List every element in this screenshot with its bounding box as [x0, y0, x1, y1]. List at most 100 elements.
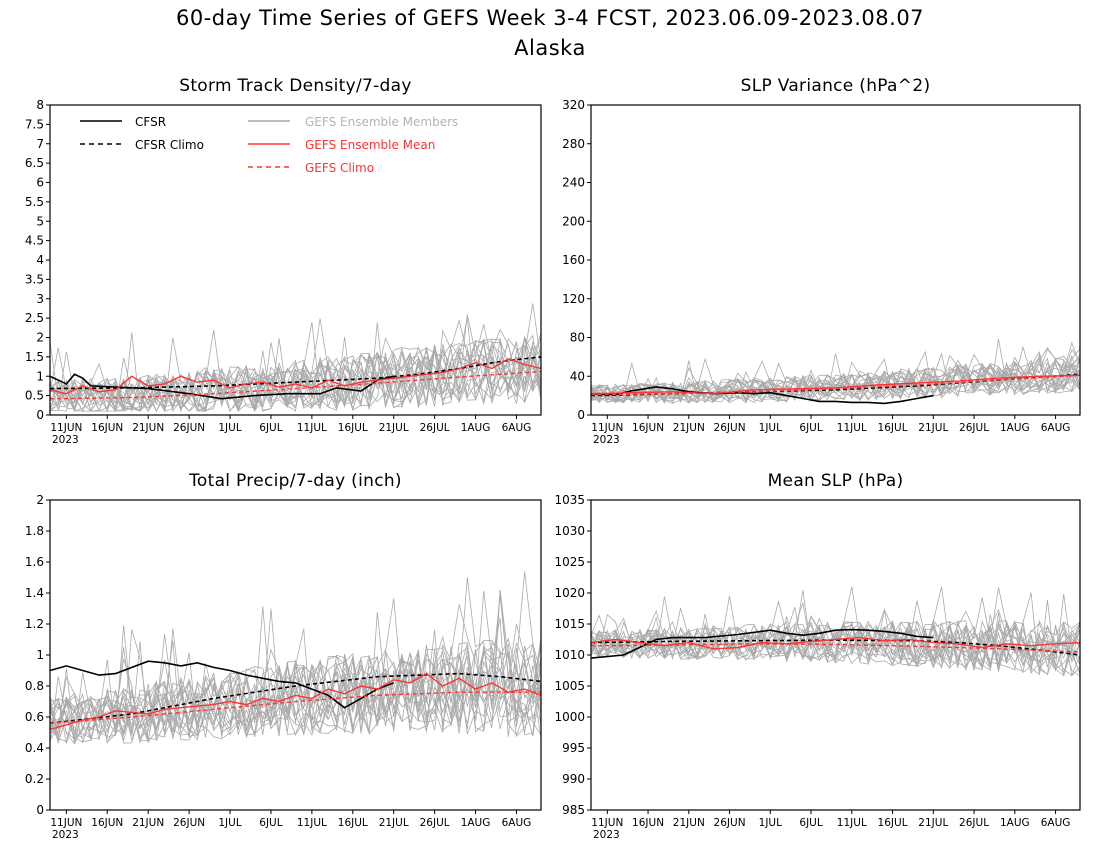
x-tick-label: 21JUL — [379, 422, 409, 434]
y-tick-label: 120 — [562, 292, 585, 306]
x-tick-label: 6AUG — [502, 422, 532, 434]
x-tick-label: 21JUL — [918, 817, 948, 829]
panel-title: Storm Track Density/7-day — [179, 76, 411, 96]
x-tick-label: 16JUN — [91, 817, 123, 829]
y-tick-label: 1005 — [554, 679, 585, 693]
y-tick-label: 6.5 — [25, 156, 44, 170]
x-year-label: 2023 — [52, 434, 79, 446]
x-tick-label: 1JUL — [218, 422, 241, 434]
x-tick-label: 1AUG — [461, 422, 491, 434]
member-line — [49, 641, 542, 742]
x-tick-label: 26JUL — [959, 422, 989, 434]
x-year-label: 2023 — [52, 829, 79, 841]
x-tick-label: 1AUG — [1000, 817, 1030, 829]
member-line — [49, 641, 542, 745]
y-tick-label: 2.5 — [25, 311, 44, 325]
y-tick-label: 200 — [562, 214, 585, 228]
y-tick-label: 7 — [36, 137, 44, 151]
panel-title: Mean SLP (hPa) — [768, 471, 904, 491]
y-tick-label: 6 — [36, 176, 44, 190]
y-tick-label: 1 — [36, 369, 44, 383]
y-tick-label: 0 — [577, 408, 585, 422]
series-line — [590, 636, 1081, 650]
x-tick-label: 21JUL — [918, 422, 948, 434]
y-tick-label: 80 — [570, 331, 585, 345]
x-tick-label: 11JUN — [50, 817, 82, 829]
y-tick-label: 1000 — [554, 710, 585, 724]
y-tick-label: 5 — [36, 214, 44, 228]
y-tick-label: 240 — [562, 176, 585, 190]
y-tick-label: 4.5 — [25, 234, 44, 248]
member-line — [590, 596, 1081, 674]
x-tick-label: 26JUL — [959, 817, 989, 829]
x-tick-label: 1AUG — [461, 817, 491, 829]
x-tick-label: 21JUN — [673, 817, 705, 829]
x-tick-label: 16JUL — [878, 422, 908, 434]
member-line — [590, 359, 1081, 403]
member-line — [49, 643, 542, 743]
x-tick-label: 6JUL — [799, 817, 822, 829]
plot-frame — [49, 499, 542, 811]
x-year-label: 2023 — [593, 829, 620, 841]
x-year-label: 2023 — [593, 434, 620, 446]
figure-title: 60-day Time Series of GEFS Week 3-4 FCST… — [175, 6, 925, 30]
y-tick-label: 0.8 — [25, 679, 44, 693]
member-line — [590, 357, 1081, 404]
member-line — [590, 619, 1081, 669]
y-tick-label: 0.4 — [25, 741, 44, 755]
member-line — [49, 336, 542, 413]
member-line — [49, 589, 542, 741]
legend-label: CFSR — [135, 115, 166, 129]
member-line — [590, 356, 1081, 404]
member-line — [49, 611, 542, 741]
x-tick-label: 1AUG — [1000, 422, 1030, 434]
x-tick-label: 1JUL — [759, 817, 782, 829]
y-tick-label: 0 — [36, 803, 44, 817]
y-tick-label: 2 — [36, 331, 44, 345]
y-tick-label: 160 — [562, 253, 585, 267]
member-line — [590, 610, 1081, 674]
y-tick-label: 40 — [570, 369, 585, 383]
x-tick-label: 16JUL — [338, 422, 368, 434]
member-line — [590, 607, 1081, 669]
member-line — [590, 353, 1081, 404]
x-tick-label: 21JUN — [132, 817, 164, 829]
member-line — [590, 590, 1081, 669]
member-line — [49, 343, 542, 413]
legend-label: GEFS Climo — [305, 161, 374, 175]
y-tick-label: 4 — [36, 253, 44, 267]
x-tick-label: 11JUL — [837, 817, 867, 829]
member-line — [49, 317, 542, 413]
series-line — [590, 374, 1081, 396]
x-tick-label: 26JUL — [420, 422, 450, 434]
x-tick-label: 6JUL — [259, 817, 282, 829]
y-tick-label: 0.2 — [25, 772, 44, 786]
y-tick-label: 1035 — [554, 493, 585, 507]
member-line — [49, 595, 542, 741]
y-tick-label: 1.5 — [25, 350, 44, 364]
y-tick-label: 1.2 — [25, 617, 44, 631]
y-tick-label: 0.6 — [25, 710, 44, 724]
x-tick-label: 1JUL — [759, 422, 782, 434]
series-line — [49, 672, 542, 724]
x-tick-label: 21JUL — [379, 817, 409, 829]
x-tick-label: 6JUL — [259, 422, 282, 434]
x-tick-label: 6AUG — [502, 817, 532, 829]
series-line — [49, 660, 394, 709]
x-tick-label: 6AUG — [1041, 817, 1071, 829]
y-tick-label: 1030 — [554, 524, 585, 538]
x-tick-label: 16JUL — [878, 817, 908, 829]
y-tick-label: 995 — [562, 741, 585, 755]
y-tick-label: 1020 — [554, 586, 585, 600]
member-line — [590, 359, 1081, 403]
x-tick-label: 16JUN — [632, 817, 664, 829]
member-line — [49, 328, 542, 413]
region-title: Alaska — [514, 36, 586, 60]
legend-label: GEFS Ensemble Mean — [305, 138, 435, 152]
y-tick-label: 3 — [36, 292, 44, 306]
x-tick-label: 26JUL — [420, 817, 450, 829]
y-tick-label: 1.6 — [25, 555, 44, 569]
x-tick-label: 26JUN — [173, 817, 205, 829]
y-tick-label: 1010 — [554, 648, 585, 662]
